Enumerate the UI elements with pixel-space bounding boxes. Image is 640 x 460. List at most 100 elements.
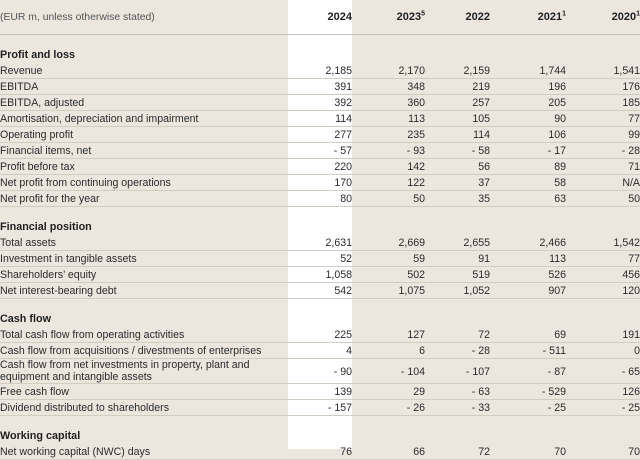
value-cell: 2,466	[490, 235, 566, 251]
value-cell: - 26	[352, 399, 425, 416]
row-label: EBITDA	[0, 78, 288, 95]
value-cell: 1,058	[288, 266, 352, 283]
year-header: 2022	[425, 0, 490, 35]
value-cell: 91	[425, 250, 490, 267]
value-cell: 1,541	[566, 63, 640, 79]
value-cell: 225	[288, 327, 352, 343]
value-cell: - 58	[425, 142, 490, 159]
value-cell: 1,052	[425, 282, 490, 299]
row-label: Amortisation, depreciation and impairmen…	[0, 110, 288, 127]
row-label: Net working capital (NWC) days	[0, 444, 288, 460]
value-cell: 70	[490, 444, 566, 460]
footnote-marker: 1	[636, 10, 640, 18]
value-cell: 907	[490, 282, 566, 299]
value-cell: 59	[352, 250, 425, 267]
value-cell: 519	[425, 266, 490, 283]
value-cell: 456	[566, 266, 640, 283]
value-cell: 114	[425, 126, 490, 143]
year-header: 20201	[566, 0, 640, 35]
value-cell: 2,655	[425, 235, 490, 251]
table-row: Profit before tax 220 142 56 89 71	[0, 158, 640, 175]
table-row: Dividend distributed to shareholders - 15…	[0, 399, 640, 416]
year-header: 20211	[490, 0, 566, 35]
value-cell: 69	[490, 327, 566, 343]
value-cell: 6	[352, 342, 425, 359]
value-cell: 360	[352, 94, 425, 111]
table-row: Cash flow from net investments in proper…	[0, 358, 640, 384]
section-title: Profit and loss	[0, 49, 75, 61]
value-cell: 205	[490, 94, 566, 111]
value-cell: 0	[566, 342, 640, 359]
value-cell: 106	[490, 126, 566, 143]
value-cell: 80	[288, 190, 352, 207]
value-cell: 72	[425, 327, 490, 343]
value-cell: 76	[288, 444, 352, 460]
value-cell: 139	[288, 383, 352, 400]
row-label: Net profit from continuing operations	[0, 174, 288, 191]
row-label: Operating profit	[0, 126, 288, 143]
value-cell: - 87	[490, 358, 566, 384]
value-cell: 277	[288, 126, 352, 143]
value-cell: 170	[288, 174, 352, 191]
table-row: Revenue 2,185 2,170 2,159 1,744 1,541	[0, 63, 640, 79]
value-cell: 50	[566, 190, 640, 207]
value-cell: - 57	[288, 142, 352, 159]
value-cell: 196	[490, 78, 566, 95]
value-cell: 235	[352, 126, 425, 143]
row-label: Free cash flow	[0, 383, 288, 400]
value-cell: 35	[425, 190, 490, 207]
value-cell: 29	[352, 383, 425, 400]
table-row: Shareholders’ equity 1,058 502 519 526 456	[0, 266, 640, 283]
value-cell: 72	[425, 444, 490, 460]
value-cell: 2,185	[288, 63, 352, 79]
value-cell: - 63	[425, 383, 490, 400]
row-label: Shareholders’ equity	[0, 266, 288, 283]
table-row: Total assets 2,631 2,669 2,655 2,466 1,542	[0, 235, 640, 251]
section-title: Financial position	[0, 221, 92, 233]
value-cell: 66	[352, 444, 425, 460]
section-title: Working capital	[0, 430, 81, 442]
value-cell: - 25	[566, 399, 640, 416]
value-cell: 219	[425, 78, 490, 95]
value-cell: 1,542	[566, 235, 640, 251]
row-label: Cash flow from net investments in proper…	[0, 358, 288, 384]
section-header: Profit and loss	[0, 35, 640, 64]
table-row: Investment in tangible assets 52 59 91 113 77	[0, 250, 640, 267]
value-cell: 2,669	[352, 235, 425, 251]
section-header: Financial position	[0, 207, 640, 236]
value-cell: 348	[352, 78, 425, 95]
value-cell: 113	[490, 250, 566, 267]
value-cell: 1,744	[490, 63, 566, 79]
value-cell: - 511	[490, 342, 566, 359]
value-cell: 77	[566, 110, 640, 127]
value-cell: 2,159	[425, 63, 490, 79]
value-cell: 71	[566, 158, 640, 175]
value-cell: 105	[425, 110, 490, 127]
value-cell: 89	[490, 158, 566, 175]
table-row: Net interest-bearing debt 542 1,075 1,052 90…	[0, 282, 640, 299]
section-header: Cash flow	[0, 299, 640, 328]
value-cell: 142	[352, 158, 425, 175]
value-cell: 2,631	[288, 235, 352, 251]
value-cell: 99	[566, 126, 640, 143]
footnote-marker: 5	[421, 10, 425, 18]
value-cell: 526	[490, 266, 566, 283]
row-label: Total assets	[0, 235, 288, 251]
header-row: (EUR m, unless otherwise stated) 2024 20…	[0, 0, 640, 35]
year-header: 2024	[288, 0, 352, 35]
value-cell: 191	[566, 327, 640, 343]
footnote-marker: 1	[562, 10, 566, 18]
value-cell: - 28	[566, 142, 640, 159]
value-cell: 126	[566, 383, 640, 400]
value-cell: N/A	[566, 174, 640, 191]
table-row: EBITDA, adjusted 392 360 257 205 185	[0, 94, 640, 111]
value-cell: 58	[490, 174, 566, 191]
table-row: Cash flow from acquisitions / divestment…	[0, 342, 640, 359]
section-title: Cash flow	[0, 313, 51, 325]
value-cell: 127	[352, 327, 425, 343]
value-cell: 542	[288, 282, 352, 299]
value-cell: 37	[425, 174, 490, 191]
value-cell: 257	[425, 94, 490, 111]
value-cell: 56	[425, 158, 490, 175]
